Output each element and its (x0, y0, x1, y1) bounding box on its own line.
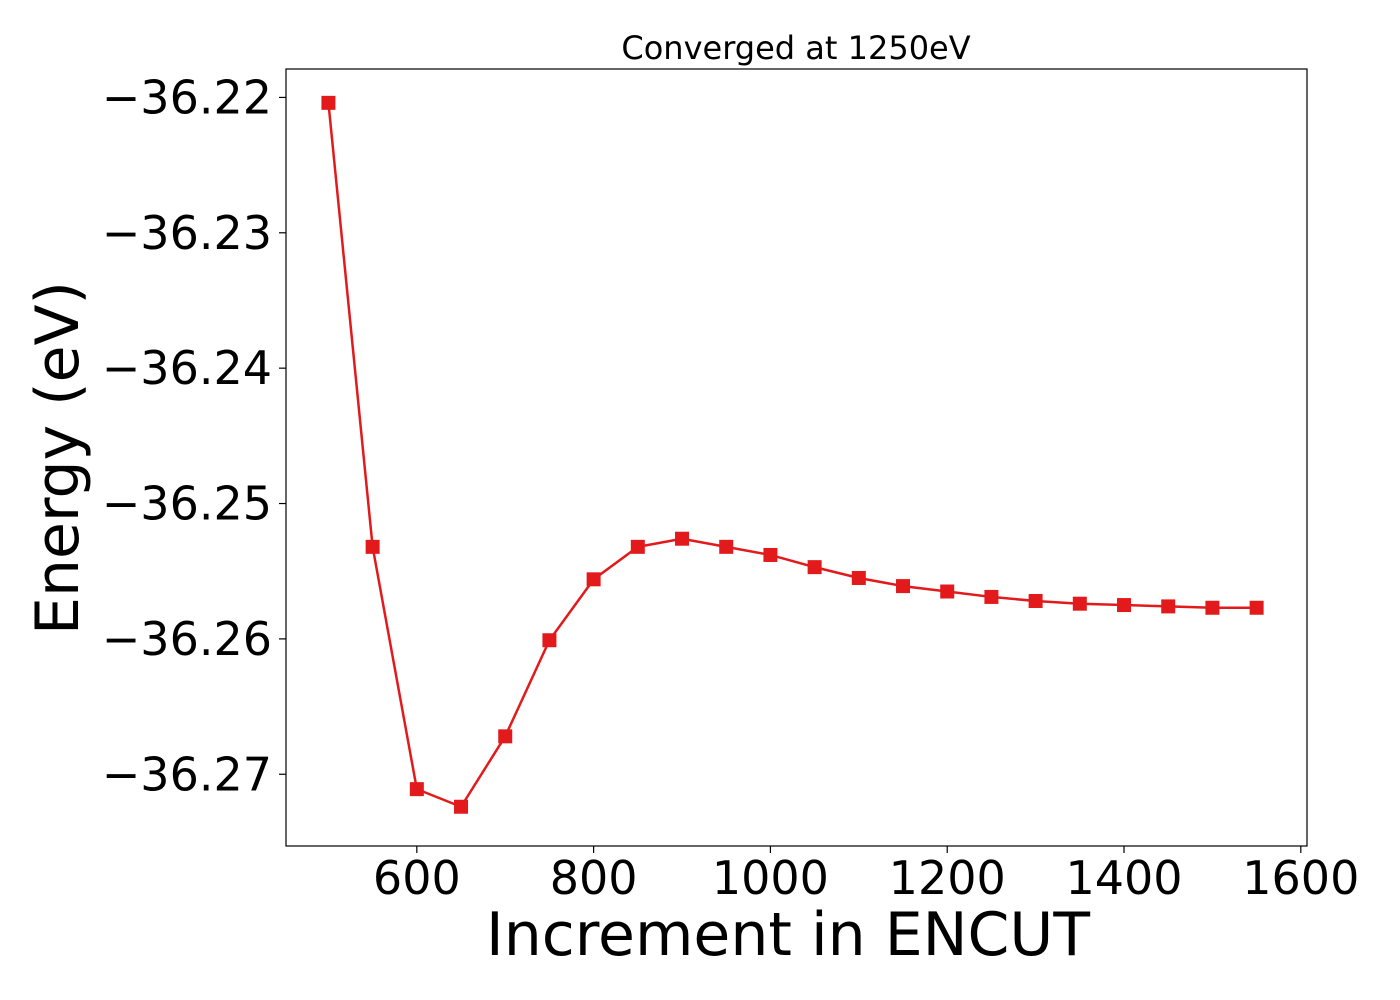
data-point-marker (896, 579, 911, 594)
data-point-marker (1249, 600, 1264, 615)
data-point-marker (542, 633, 557, 648)
data-point-marker (630, 539, 645, 554)
data-point-marker (409, 782, 424, 797)
y-tick-label: −36.26 (102, 612, 272, 666)
data-point-marker (586, 572, 601, 587)
x-tick-label: 1200 (889, 851, 1006, 905)
data-point-marker (1072, 596, 1087, 611)
y-tick-label: −36.23 (102, 206, 272, 260)
y-axis-label: Energy (eV) (23, 281, 93, 635)
data-point-marker (454, 799, 469, 814)
data-point-marker (1161, 599, 1176, 614)
series-layer (321, 95, 1264, 814)
data-point-marker (807, 560, 822, 575)
series-line (327, 102, 1257, 808)
y-tick-label: −36.27 (102, 747, 272, 801)
y-tick-label: −36.22 (102, 70, 272, 124)
data-point-marker (851, 570, 866, 585)
plot-area (285, 68, 1308, 847)
x-tick-label: 1600 (1242, 851, 1359, 905)
data-point-marker (498, 729, 513, 744)
data-point-marker (1028, 593, 1043, 608)
data-point-marker (321, 95, 336, 110)
y-tick-label: −36.25 (102, 477, 272, 531)
y-tick-label: −36.24 (102, 341, 272, 395)
y-axis: −36.22 −36.23 −36.24 −36.25 −36.26 −36.27 (102, 70, 286, 801)
x-tick-label: 1400 (1065, 851, 1182, 905)
data-point-marker (1205, 600, 1220, 615)
x-tick-label: 600 (373, 851, 461, 905)
data-point-marker (675, 531, 690, 546)
chart-title: Converged at 1250eV (621, 29, 970, 67)
data-point-marker (1117, 598, 1132, 613)
data-point-marker (365, 539, 380, 554)
data-point-marker (940, 584, 955, 599)
data-point-marker (984, 589, 999, 604)
x-axis-label: Increment in ENCUT (486, 900, 1090, 970)
x-tick-label: 1000 (712, 851, 829, 905)
data-point-marker (763, 547, 778, 562)
x-axis: 600 800 1000 1200 1400 1600 (373, 846, 1359, 905)
x-tick-label: 800 (550, 851, 638, 905)
data-point-marker (719, 539, 734, 554)
